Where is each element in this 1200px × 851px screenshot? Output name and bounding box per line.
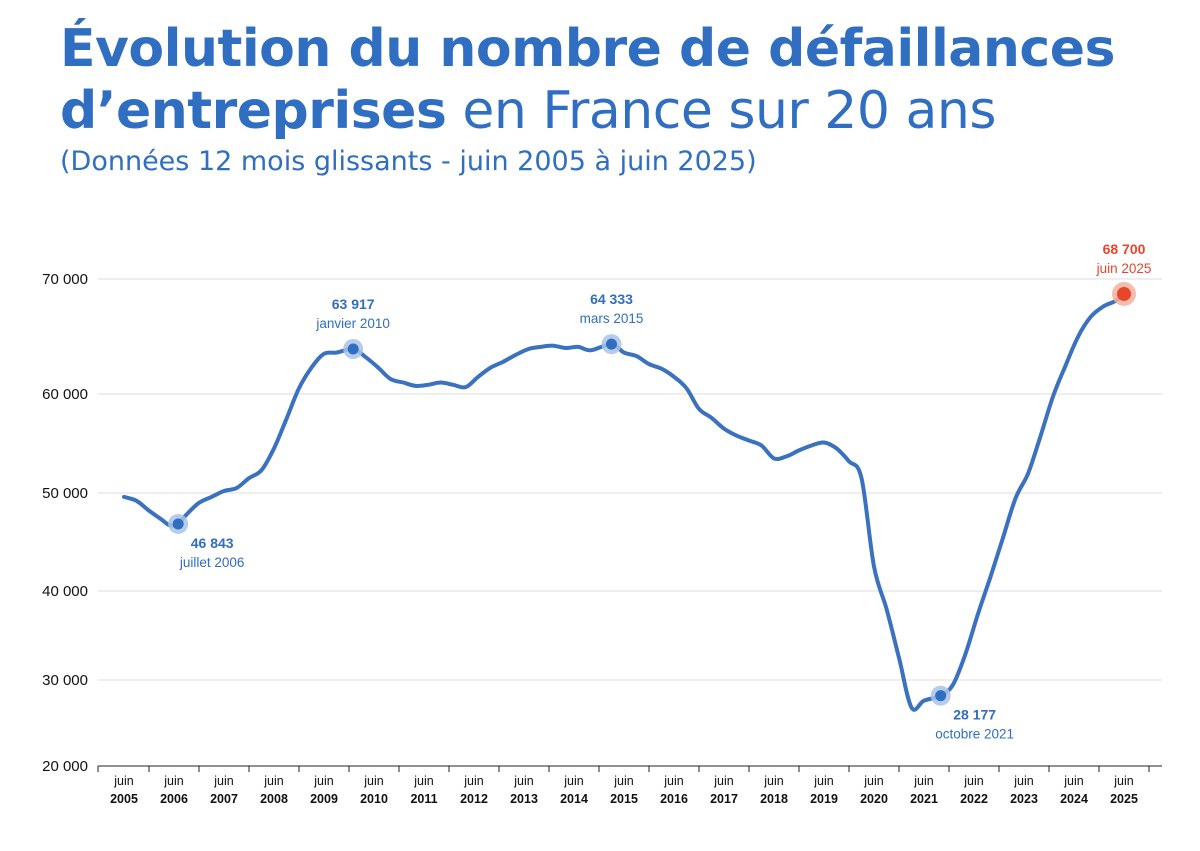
annotation-date: janvier 2010 — [315, 316, 390, 331]
x-tick-month: juin — [663, 774, 684, 788]
x-tick-year: 2021 — [910, 792, 938, 806]
x-tick-year: 2014 — [560, 792, 588, 806]
title-part-1: Évolution du nombre de défaillances — [60, 19, 1115, 79]
series-line — [122, 291, 1126, 712]
x-tick-year: 2013 — [510, 792, 538, 806]
x-tick-month: juin — [213, 774, 234, 788]
x-tick-year: 2019 — [810, 792, 838, 806]
y-tick-label: 50 000 — [42, 485, 88, 502]
annotation-point — [606, 338, 617, 350]
x-tick-year: 2024 — [1060, 792, 1088, 806]
x-tick-year: 2006 — [160, 792, 188, 806]
annotation-date: juin 2025 — [1096, 261, 1152, 276]
annotation-point — [1117, 286, 1131, 301]
x-tick-month: juin — [613, 774, 634, 788]
annotation-date: mars 2015 — [580, 311, 644, 326]
x-tick-year: 2017 — [710, 792, 738, 806]
annotation-date: juillet 2006 — [179, 555, 245, 570]
annotation-point — [935, 690, 947, 702]
x-tick-year: 2023 — [1010, 792, 1038, 806]
chart-subtitle: (Données 12 mois glissants - juin 2005 à… — [60, 146, 757, 177]
x-tick-year: 2016 — [660, 792, 688, 806]
annotation-value: 28 177 — [953, 707, 996, 723]
x-tick-month: juin — [863, 774, 884, 788]
x-tick-month: juin — [263, 774, 284, 788]
y-tick-label: 30 000 — [42, 672, 88, 689]
x-tick-month: juin — [1063, 774, 1084, 788]
x-tick-month: juin — [813, 774, 834, 788]
annotation-point — [172, 518, 184, 530]
x-tick-month: juin — [363, 774, 384, 788]
x-tick-year: 2007 — [210, 792, 238, 806]
x-tick-month: juin — [1013, 774, 1034, 788]
x-tick-month: juin — [113, 774, 134, 788]
y-tick-label: 70 000 — [42, 271, 88, 288]
annotation-value: 68 700 — [1103, 241, 1146, 257]
x-tick-month: juin — [563, 774, 584, 788]
annotation-value: 63 917 — [332, 296, 375, 312]
annotation-date: octobre 2021 — [935, 727, 1014, 742]
x-tick-month: juin — [1113, 774, 1134, 788]
x-tick-year: 2015 — [610, 792, 638, 806]
x-tick-month: juin — [963, 774, 984, 788]
x-tick-year: 2025 — [1110, 792, 1138, 806]
x-tick-year: 2010 — [360, 792, 388, 806]
annotation-value: 46 843 — [191, 535, 234, 551]
x-tick-month: juin — [463, 774, 484, 788]
y-tick-label: 40 000 — [42, 583, 88, 600]
x-tick-year: 2008 — [260, 792, 288, 806]
annotation-value: 64 333 — [590, 291, 633, 307]
x-tick-month: juin — [513, 774, 534, 788]
x-tick-month: juin — [313, 774, 334, 788]
x-tick-year: 2009 — [310, 792, 338, 806]
x-tick-month: juin — [163, 774, 184, 788]
x-tick-year: 2018 — [760, 792, 788, 806]
annotation-point — [347, 343, 359, 355]
x-tick-year: 2011 — [410, 792, 437, 806]
y-tick-label: 20 000 — [42, 758, 88, 775]
x-tick-year: 2012 — [460, 792, 488, 806]
x-tick-year: 2005 — [110, 792, 138, 806]
x-tick-year: 2020 — [860, 792, 888, 806]
y-tick-label: 60 000 — [42, 386, 88, 403]
x-tick-year: 2022 — [960, 792, 988, 806]
x-tick-month: juin — [713, 774, 734, 788]
x-tick-month: juin — [413, 774, 434, 788]
x-tick-month: juin — [763, 774, 784, 788]
chart-title: Évolution du nombre de défaillances d’ent… — [60, 18, 1115, 142]
title-part-2: d’entreprises — [60, 81, 447, 141]
title-part-3: en France sur 20 ans — [446, 81, 996, 141]
x-tick-month: juin — [913, 774, 934, 788]
